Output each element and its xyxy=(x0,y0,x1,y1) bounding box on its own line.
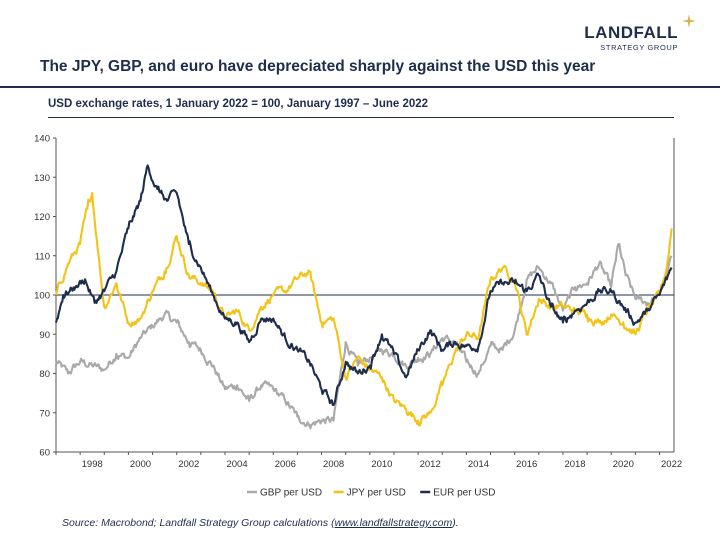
star-icon xyxy=(682,14,696,28)
x-tick-label: 2018 xyxy=(564,459,585,470)
logo-main-text: LANDFALL xyxy=(584,23,678,42)
brand-logo: LANDFALL STRATEGY GROUP xyxy=(584,23,678,53)
chart-axes: 60 70 80 90 100 110 120 130 140 1998 2000 2002 2004 2… xyxy=(34,134,682,471)
x-tick-label: 1998 xyxy=(82,459,103,470)
chart-subtitle: USD exchange rates, 1 January 2022 = 100… xyxy=(48,98,429,110)
x-tick-label: 2010 xyxy=(371,459,392,470)
x-tick-label: 2004 xyxy=(226,459,247,470)
title-divider xyxy=(0,86,720,88)
legend-label: JPY per USD xyxy=(347,488,406,499)
legend-label: EUR per USD xyxy=(433,488,495,499)
source-note: Source: Macrobond; Landfall Strategy Gro… xyxy=(62,517,459,529)
series-line-eur xyxy=(54,164,673,406)
y-tick-label: 140 xyxy=(34,134,50,145)
series-layer xyxy=(54,164,673,430)
y-tick-label: 120 xyxy=(34,212,50,223)
source-prefix: Source: Macrobond; Landfall Strategy Gro… xyxy=(62,517,335,529)
x-tick-label: 2016 xyxy=(516,459,537,470)
chart-legend: GBP per USD JPY per USD EUR per USD xyxy=(247,488,495,499)
x-tick-label: 2000 xyxy=(130,459,151,470)
series-line-gbp xyxy=(55,242,673,430)
x-tick-label: 2008 xyxy=(323,459,344,470)
y-tick-label: 60 xyxy=(39,448,50,459)
legend-label: GBP per USD xyxy=(260,488,322,499)
subtitle-divider xyxy=(48,117,674,118)
source-link[interactable]: www.landfallstrategy.com xyxy=(334,517,453,529)
y-tick-label: 100 xyxy=(34,291,50,302)
y-tick-label: 90 xyxy=(39,330,50,341)
y-tick-label: 110 xyxy=(35,251,50,262)
logo-sub-text: STRATEGY GROUP xyxy=(600,43,678,52)
x-tick-label: 2014 xyxy=(468,459,489,470)
source-suffix: ). xyxy=(452,517,459,529)
y-tick-label: 70 xyxy=(39,408,50,419)
x-tick-label: 2020 xyxy=(613,459,634,470)
x-tick-label: 2002 xyxy=(178,459,199,470)
x-tick-label: 2022 xyxy=(661,459,682,470)
x-tick-label: 2006 xyxy=(275,459,296,470)
y-tick-label: 130 xyxy=(34,173,50,184)
page-title: The JPY, GBP, and euro have depreciated … xyxy=(40,58,596,75)
x-tick-label: 2012 xyxy=(420,459,441,470)
y-tick-label: 80 xyxy=(39,369,50,380)
series-line-jpy xyxy=(54,191,673,427)
